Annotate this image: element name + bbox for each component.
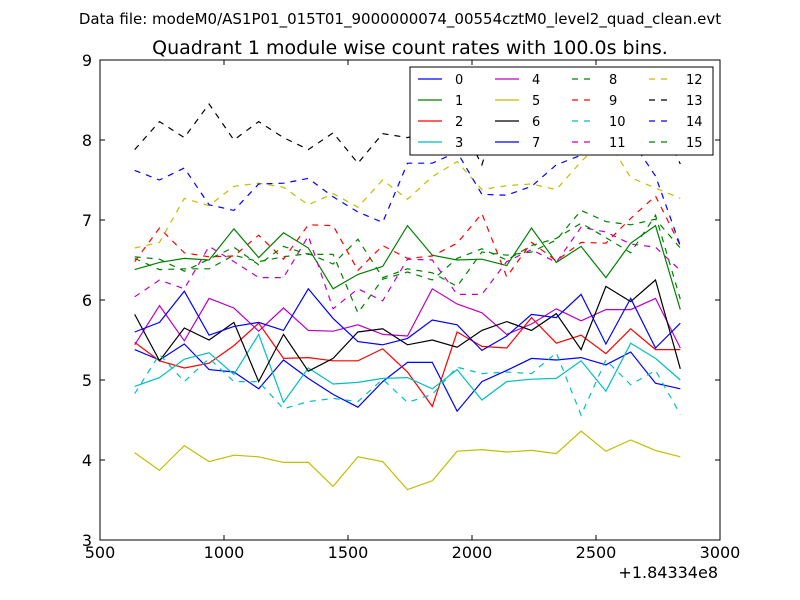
y-tick-label: 8 [82,131,92,150]
y-tick-label: 9 [82,51,92,70]
y-tick-label: 4 [82,451,92,470]
series-line-8 [134,209,681,288]
x-tick-label: 2000 [452,543,493,562]
series-line-0 [134,343,681,413]
series-line-9 [134,195,681,279]
suptitle: Data file: modeM0/AS1P01_015T01_90000000… [79,10,721,29]
legend-label-5: 5 [532,94,540,109]
x-tick-label: 3000 [700,543,741,562]
plot-area: 500 1000 1500 2000 2500 3000 3 4 5 6 7 8 9 [82,51,741,562]
y-tick-label: 5 [82,371,92,390]
legend-box [409,66,714,156]
series-line-4 [134,287,681,349]
y-tick-label: 7 [82,211,92,230]
legend-label-15: 15 [686,136,703,151]
x-tick-label: 1000 [204,543,245,562]
chart-title: Quadrant 1 module wise count rates with … [152,37,668,59]
series-line-12 [134,136,681,249]
y-tick-label: 6 [82,291,92,310]
series-line-2 [134,316,681,408]
series-line-11 [134,226,681,310]
legend-label-6: 6 [532,115,540,130]
legend-label-4: 4 [532,73,540,88]
legend-label-9: 9 [609,94,617,109]
legend-label-8: 8 [609,73,617,88]
legend-label-1: 1 [455,94,463,109]
legend-label-12: 12 [686,73,703,88]
legend-label-11: 11 [609,136,626,151]
y-tick-label: 3 [82,531,92,550]
legend-label-3: 3 [455,136,463,151]
legend-label-7: 7 [532,136,540,151]
legend-label-14: 14 [686,115,703,130]
series-line-15 [134,213,681,315]
series-line-5 [134,430,681,491]
series-line-1 [134,224,681,310]
series-line-3 [134,333,681,404]
series-line-6 [134,278,681,384]
x-tick-label: 1500 [328,543,369,562]
legend-label-10: 10 [609,115,626,130]
series-line-14 [134,130,681,246]
x-offset-label: +1.84334e8 [618,563,718,582]
legend-label-13: 13 [686,94,703,109]
legend-label-2: 2 [455,115,463,130]
series-line-10 [134,351,681,417]
series-line-7 [134,287,681,352]
x-tick-label: 2500 [576,543,617,562]
x-tick-label: 500 [85,543,116,562]
legend-label-0: 0 [455,73,463,88]
